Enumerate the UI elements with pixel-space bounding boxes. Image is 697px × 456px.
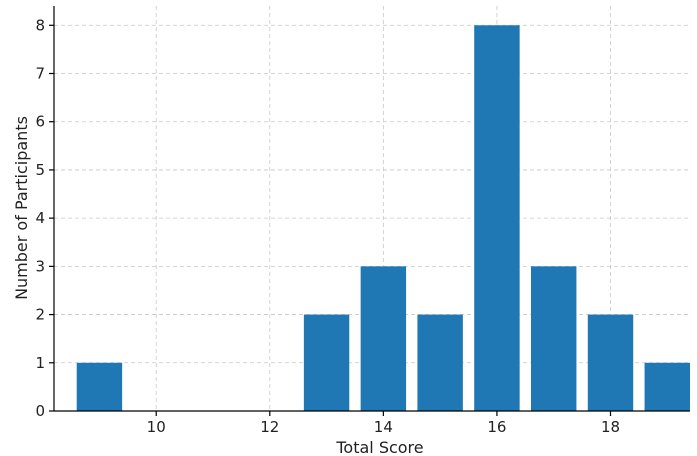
y-tick-label: 2: [35, 306, 45, 324]
x-tick-label: 18: [601, 418, 620, 436]
bar: [587, 314, 634, 411]
y-axis-label: Number of Participants: [12, 116, 31, 300]
bar: [531, 266, 577, 411]
x-tick-label: 12: [260, 418, 279, 436]
x-tick-label: 14: [374, 418, 393, 436]
x-tick-label: 16: [487, 418, 506, 436]
bars-group: [76, 25, 690, 412]
y-ticks: 0 1 2 3 4 5 6 7 8: [35, 16, 54, 420]
bar: [417, 314, 463, 411]
y-tick-label: 8: [35, 16, 45, 34]
bar: [644, 362, 690, 411]
x-axis-label: Total Score: [335, 438, 423, 456]
x-tick-label: 10: [147, 418, 166, 436]
y-tick-label: 7: [35, 65, 45, 83]
y-tick-label: 5: [35, 161, 45, 179]
x-ticks: 10 12 14 16 18: [147, 411, 620, 436]
y-tick-label: 4: [35, 209, 45, 227]
bar: [76, 362, 123, 411]
bar: [360, 266, 407, 411]
y-tick-label: 3: [35, 257, 45, 275]
y-tick-label: 1: [35, 354, 45, 372]
y-tick-label: 6: [35, 113, 45, 131]
bar: [474, 25, 520, 412]
y-tick-label: 0: [35, 402, 45, 420]
bar: [303, 314, 350, 411]
